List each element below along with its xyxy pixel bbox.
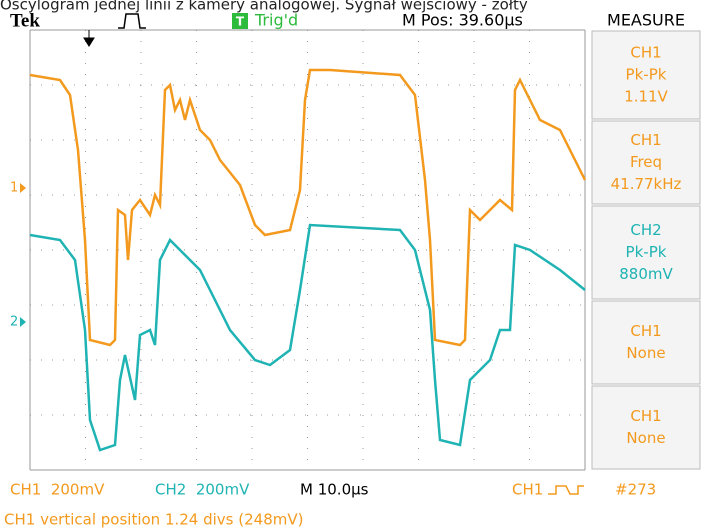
measure-channel: CH2 [630, 221, 661, 239]
measure-box [592, 386, 700, 469]
measure-channel: CH1 [630, 322, 661, 340]
ch1-marker: 1 [10, 181, 18, 196]
measure-value: 880mV [619, 265, 673, 283]
measure-value: 1.11V [624, 88, 668, 106]
page: Oscylogram jednej linii z kamery analogo… [0, 0, 702, 532]
status-line: CH1 vertical position 1.24 divs (248mV) [4, 511, 303, 529]
trig-icon: T [236, 15, 245, 29]
ch2-scale: CH2 200mV [155, 481, 250, 499]
time-scale: M 10.0µs [300, 481, 369, 499]
oscilloscope-screen: Oscylogram jednej linii z kamery analogo… [0, 0, 702, 532]
trigger-count: #273 [615, 481, 656, 499]
panel-title: MEASURE [607, 11, 685, 30]
measure-channel: CH1 [630, 407, 661, 425]
brand: Tek [10, 10, 40, 31]
ch2-marker: 2 [10, 315, 18, 330]
measure-name: Freq [630, 153, 662, 171]
ch1-scale: CH1 200mV [10, 481, 105, 499]
measure-channel: CH1 [630, 131, 661, 149]
measure-channel: CH1 [630, 44, 661, 62]
measure-name: Pk-Pk [626, 66, 667, 84]
trigger-channel: CH1 [512, 481, 543, 499]
measure-name: None [626, 429, 665, 447]
m-pos: M Pos: 39.60µs [402, 11, 523, 30]
measure-value: 41.77kHz [611, 175, 682, 193]
trig-status: Trig'd [254, 11, 298, 30]
measure-name: None [626, 344, 665, 362]
measure-panel: CH1 Pk-Pk 1.11V CH1 Freq 41.77kHz CH2 Pk-Pk 880m… [592, 31, 700, 469]
measure-name: Pk-Pk [626, 243, 667, 261]
measure-box [592, 301, 700, 384]
